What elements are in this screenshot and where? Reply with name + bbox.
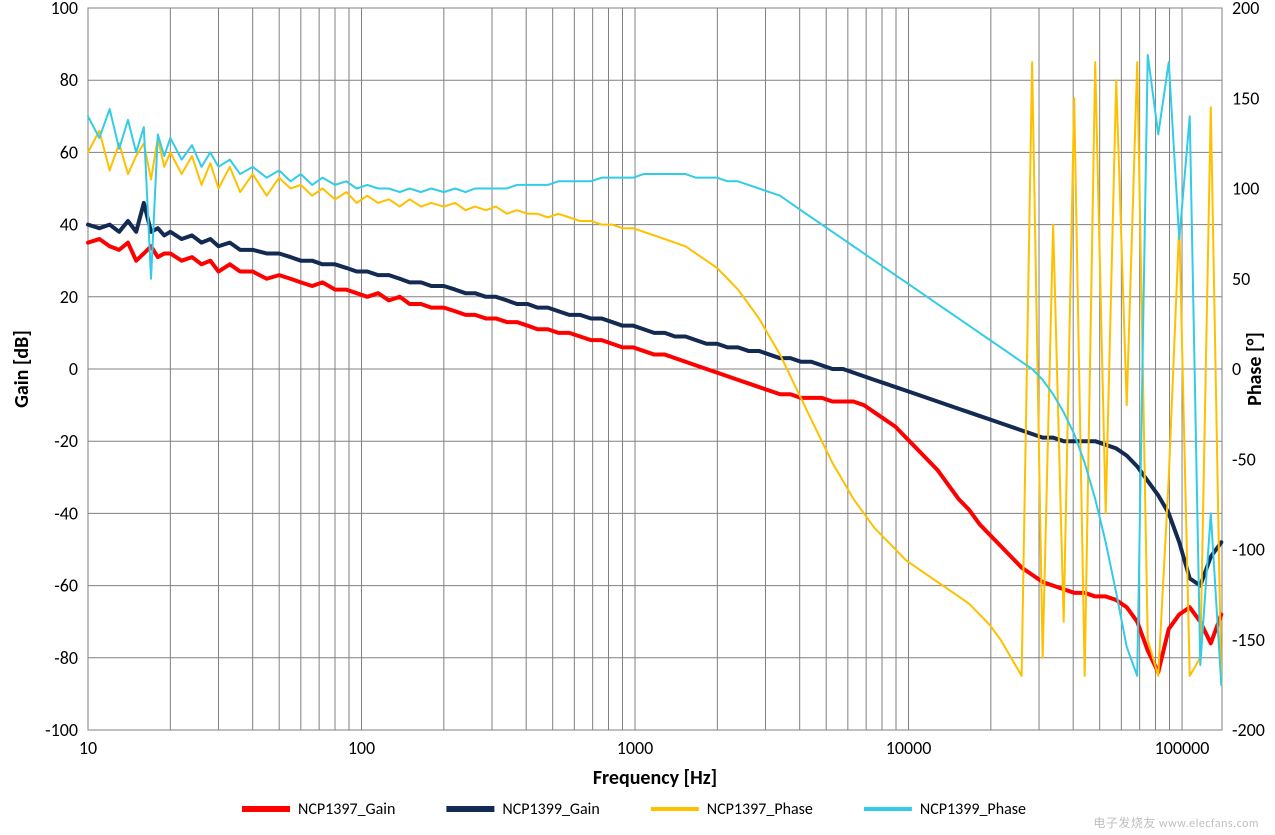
x-tick-label: 100	[348, 737, 375, 759]
yleft-tick-label: -60	[54, 575, 78, 597]
yright-tick-label: 100	[1232, 178, 1259, 200]
yright-tick-label: -50	[1232, 448, 1256, 470]
yright-tick-label: -200	[1232, 719, 1265, 741]
yleft-tick-label: 0	[69, 358, 78, 380]
y-right-axis-title: Phase [°]	[1243, 332, 1267, 406]
yleft-tick-label: 80	[60, 69, 78, 91]
legend-label: NCP1397_Gain	[298, 800, 395, 819]
yleft-tick-label: -100	[45, 719, 78, 741]
y-left-axis-title: Gain [dB]	[10, 330, 34, 408]
yright-tick-label: 200	[1232, 0, 1259, 19]
yright-tick-label: 150	[1232, 87, 1259, 109]
yright-tick-label: -100	[1232, 539, 1265, 561]
yleft-tick-label: -80	[54, 647, 78, 669]
x-tick-label: 10	[79, 737, 97, 759]
legend-label: NCP1399_Phase	[920, 800, 1026, 819]
yleft-tick-label: 100	[51, 0, 78, 19]
yleft-tick-label: 60	[60, 141, 78, 163]
x-tick-label: 100000	[1155, 737, 1210, 759]
chart-svg: -100-80-60-40-20020406080100-200-150-100…	[0, 0, 1275, 835]
yleft-tick-label: -20	[54, 430, 78, 452]
legend-label: NCP1399_Gain	[502, 800, 599, 819]
yright-tick-label: 0	[1232, 358, 1241, 380]
x-tick-label: 1000	[617, 737, 654, 759]
bode-chart: -100-80-60-40-20020406080100-200-150-100…	[0, 0, 1275, 835]
yleft-tick-label: 40	[60, 214, 78, 236]
yleft-tick-label: 20	[60, 286, 78, 308]
x-tick-label: 10000	[886, 737, 932, 759]
x-axis-title: Frequency [Hz]	[593, 766, 717, 790]
legend-label: NCP1397_Phase	[707, 800, 813, 819]
yright-tick-label: -150	[1232, 629, 1265, 651]
yleft-tick-label: -40	[54, 502, 78, 524]
yright-tick-label: 50	[1232, 268, 1250, 290]
